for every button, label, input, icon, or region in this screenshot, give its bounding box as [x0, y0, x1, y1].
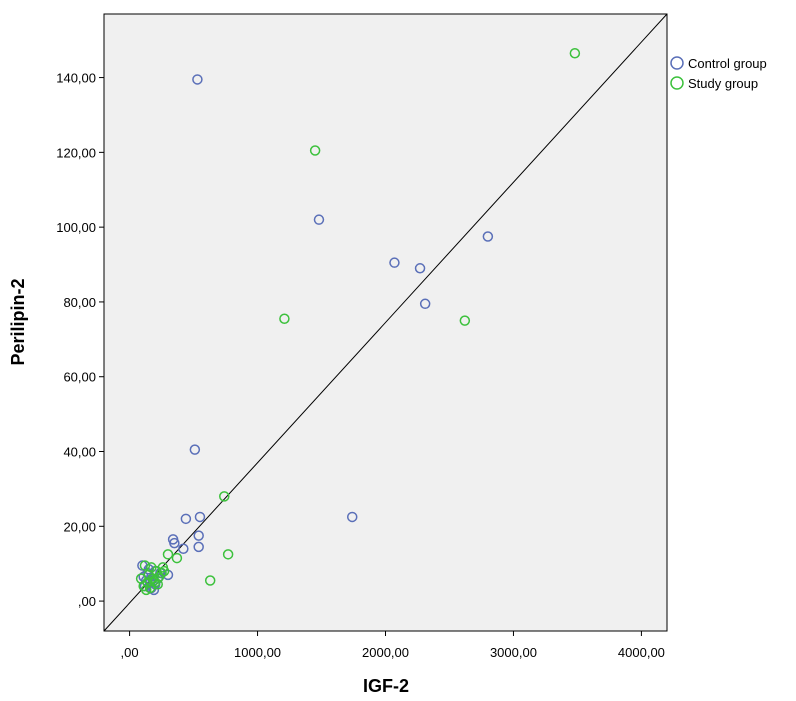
- x-tick-label: 4000,00: [618, 645, 665, 660]
- data-point-control: [192, 74, 203, 85]
- data-point-control: [194, 511, 206, 523]
- data-point-control: [414, 263, 426, 274]
- legend-marker-control: [670, 56, 684, 70]
- data-point-study: [171, 552, 183, 564]
- data-point-control: [389, 257, 400, 268]
- data-point-control: [193, 530, 204, 541]
- data-point-study: [569, 48, 581, 59]
- legend: Control group Study group: [670, 56, 767, 91]
- data-point-control: [482, 231, 494, 242]
- data-point-control: [419, 298, 431, 310]
- y-axis-title: Perilipin-2: [8, 278, 28, 365]
- data-point-control: [169, 537, 180, 549]
- y-tick-label: 80,00: [63, 295, 96, 310]
- data-point-control: [189, 444, 201, 455]
- legend-label-study: Study group: [688, 76, 758, 91]
- data-point-study: [459, 315, 471, 326]
- y-tick-label: 100,00: [56, 220, 96, 235]
- data-point-study: [309, 145, 321, 156]
- x-axis: ,00 1000,00 2000,00 3000,00 4000,00: [121, 631, 665, 660]
- x-tick-label: ,00: [121, 645, 139, 660]
- legend-marker-study: [670, 76, 684, 90]
- y-axis: ,00 20,00 40,00 60,00 80,00 100,00 120,00 140,0…: [56, 71, 104, 609]
- data-point-study: [148, 575, 160, 586]
- data-point-study: [162, 549, 174, 560]
- data-point-control: [180, 513, 192, 525]
- y-tick-label: 140,00: [56, 71, 96, 86]
- data-point-study: [158, 565, 170, 577]
- data-point-study: [219, 491, 230, 502]
- data-point-control: [193, 541, 204, 553]
- data-point-control: [346, 511, 358, 523]
- legend-label-control: Control group: [688, 56, 767, 71]
- data-point-study: [279, 313, 290, 325]
- y-tick-label: 60,00: [63, 370, 96, 385]
- x-tick-label: 2000,00: [362, 645, 409, 660]
- y-tick-label: 20,00: [63, 519, 96, 534]
- x-tick-label: 1000,00: [234, 645, 281, 660]
- x-tick-label: 3000,00: [490, 645, 537, 660]
- data-point-study: [222, 549, 234, 560]
- y-tick-label: 120,00: [56, 145, 96, 160]
- data-point-control: [313, 214, 325, 225]
- data-point-control: [178, 543, 189, 554]
- data-point-study: [139, 560, 151, 571]
- y-tick-label: ,00: [78, 594, 96, 609]
- x-axis-title: IGF-2: [363, 676, 409, 696]
- reference-line: [103, 13, 668, 632]
- data-point-study: [140, 584, 152, 596]
- data-point-study: [204, 575, 216, 586]
- y-tick-label: 40,00: [63, 445, 96, 460]
- data-points: [135, 48, 581, 596]
